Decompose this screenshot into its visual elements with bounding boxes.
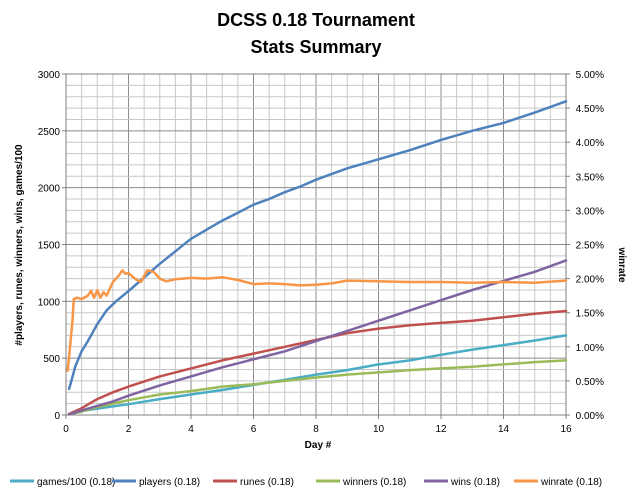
legend-label-players-0-18: players (0.18) (139, 477, 200, 488)
series-line-winners-0-18 (67, 359, 568, 416)
x-tick-label: 8 (313, 424, 319, 435)
y2-tick-label: 3.00% (576, 206, 604, 217)
y-tick-label: 500 (43, 354, 60, 365)
x-tick-label: 6 (251, 424, 257, 435)
tick-labels: 0 2 4 6 8 10 12 14 16 0 500 1000 1500 2000 2500 3000 0.0… (38, 70, 604, 435)
y-tick-label: 3000 (38, 70, 61, 81)
y2-tick-label: 4.50% (576, 104, 604, 115)
x-tick-label: 2 (126, 424, 132, 435)
legend-label-winners-0-18: winners (0.18) (342, 477, 406, 488)
series-line-players-0-18 (67, 100, 568, 391)
x-tick-label: 10 (373, 424, 385, 435)
chart-subtitle: Stats Summary (250, 37, 381, 57)
y2-tick-label: 0.50% (576, 377, 604, 388)
y-tick-label: 1500 (38, 241, 61, 252)
series-line-games-100-0-18 (67, 334, 568, 416)
legend-label-runes-0-18: runes (0.18) (240, 477, 294, 488)
x-tick-label: 4 (188, 424, 194, 435)
y-axis-title: #players, runes, winners, wins, games/10… (14, 144, 25, 346)
y-tick-label: 2000 (38, 184, 61, 195)
y-tick-label: 0 (54, 411, 60, 422)
y2-tick-label: 3.50% (576, 172, 604, 183)
y-tick-label: 1000 (38, 297, 61, 308)
series-line-wins-0-18 (67, 259, 568, 416)
legend-label-winrate-0-18: winrate (0.18) (540, 477, 602, 488)
series-line-winrate-0-18 (66, 269, 568, 372)
legend-label-games-100-0-18: games/100 (0.18) (37, 477, 115, 488)
x-tick-label: 16 (560, 424, 572, 435)
y-tick-label: 2500 (38, 127, 61, 138)
chart-title: DCSS 0.18 Tournament (217, 10, 415, 30)
series-line-runes-0-18 (67, 309, 568, 416)
y2-tick-label: 2.50% (576, 241, 604, 252)
y2-tick-label: 5.00% (576, 70, 604, 81)
y2-tick-label: 4.00% (576, 138, 604, 149)
y2-tick-label: 2.00% (576, 275, 604, 286)
y2-tick-label: 0.00% (576, 411, 604, 422)
series-lines (66, 100, 568, 416)
x-axis-title: Day # (305, 440, 332, 451)
x-tick-label: 0 (63, 424, 69, 435)
legend-label-wins-0-18: wins (0.18) (450, 477, 500, 488)
y2-axis-title: winrate (616, 246, 627, 282)
legend: games/100 (0.18) players (0.18) runes (0.1… (10, 477, 602, 488)
x-tick-label: 12 (435, 424, 447, 435)
x-tick-label: 14 (498, 424, 510, 435)
y2-tick-label: 1.50% (576, 309, 604, 320)
y2-tick-label: 1.00% (576, 343, 604, 354)
